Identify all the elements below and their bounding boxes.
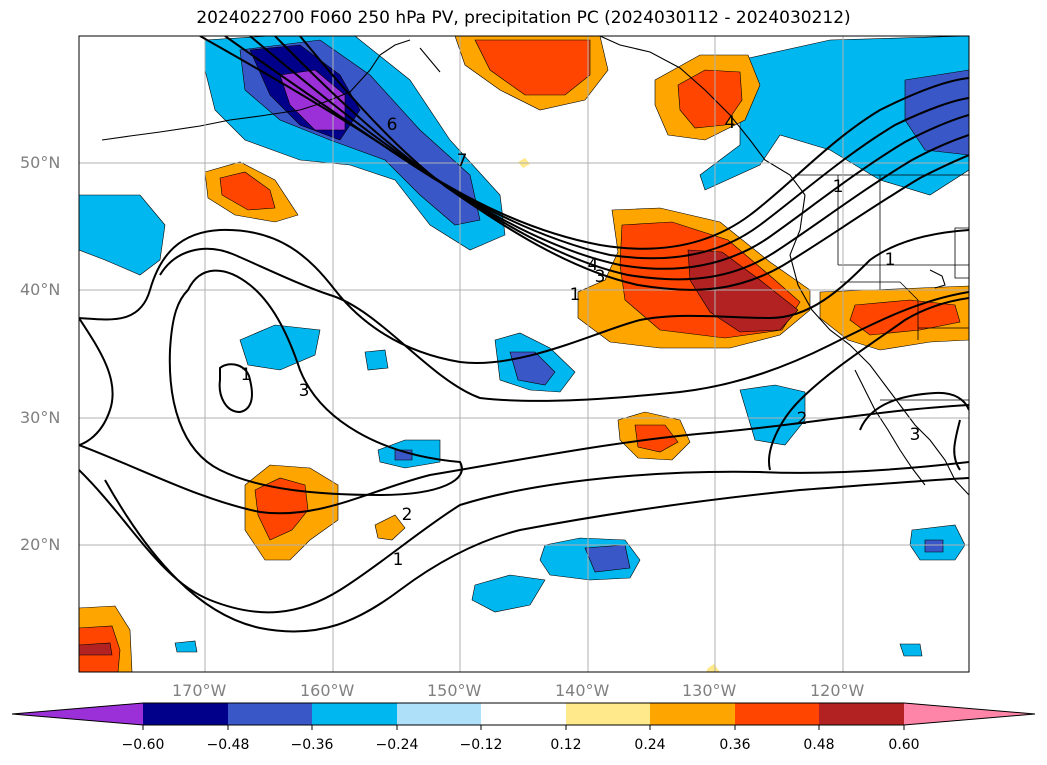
longitude-label: 120°W [810, 681, 865, 700]
contour-label: 4 [588, 255, 599, 275]
contour-label: 1 [833, 177, 844, 197]
colorbar-extend-low [12, 703, 143, 725]
longitude-label: 140°W [555, 681, 610, 700]
contour-label: 3 [595, 267, 606, 287]
colorbar-extend-high [904, 703, 1035, 725]
colorbar [11, 702, 1036, 730]
latitude-label: 50°N [20, 153, 61, 172]
longitude-label: 150°W [427, 681, 482, 700]
colorbar-segment [397, 703, 481, 725]
contour-label: 1 [241, 365, 252, 385]
negative-precip-shading [79, 36, 969, 657]
colorbar-segment [481, 703, 566, 725]
colorbar-segment [143, 703, 228, 725]
longitude-label: 170°W [172, 681, 227, 700]
contour-label: 2 [402, 505, 413, 525]
contour-label: 1 [885, 250, 896, 270]
colorbar-tick-label: −0.48 [206, 737, 250, 753]
map-frame [78, 35, 970, 673]
map-title: 2024022700 F060 250 hPa PV, precipitatio… [196, 8, 851, 28]
colorbar-segment [819, 703, 904, 725]
colorbar-tick-label: 0.36 [719, 737, 751, 753]
coastlines [101, 36, 969, 496]
longitude-label: 130°W [682, 681, 737, 700]
latitude-label: 20°N [20, 535, 61, 554]
colorbar-tick-label: −0.24 [375, 737, 419, 753]
contour-label: 7 [457, 151, 468, 171]
colorbar-tick-label: −0.60 [121, 737, 165, 753]
contour-label-group: 6 7 4 3 1 1 3 2 2 1 1 1 3 4 [241, 113, 921, 570]
contour-label: 3 [910, 425, 921, 445]
contour-label: 1 [570, 285, 581, 305]
contour-label: 4 [725, 113, 736, 133]
latitude-label: 40°N [20, 280, 61, 299]
pv-contours [79, 36, 969, 633]
contour-label: 3 [299, 381, 310, 401]
colorbar-segment [228, 703, 312, 725]
colorbar-tick-label: 0.12 [550, 737, 582, 753]
colorbar-segment [650, 703, 735, 725]
colorbar-tick-label: 0.48 [803, 737, 835, 753]
contour-label: 2 [797, 409, 808, 429]
contour-label: 1 [393, 550, 404, 570]
longitude-label: 160°W [300, 681, 355, 700]
colorbar-segment [735, 703, 819, 725]
colorbar-segment [312, 703, 397, 725]
map-plot-area: 6 7 4 3 1 1 3 2 2 1 1 1 3 4 [79, 36, 969, 672]
gridlines [79, 36, 969, 672]
latitude-label: 30°N [20, 408, 61, 427]
colorbar-tick-label: −0.36 [290, 737, 334, 753]
colorbar-tick-label: 0.24 [634, 737, 666, 753]
colorbar-segment [566, 703, 650, 725]
colorbar-tick-label: 0.60 [888, 737, 920, 753]
contour-label: 6 [387, 115, 398, 135]
colorbar-tick-label: −0.12 [459, 737, 503, 753]
